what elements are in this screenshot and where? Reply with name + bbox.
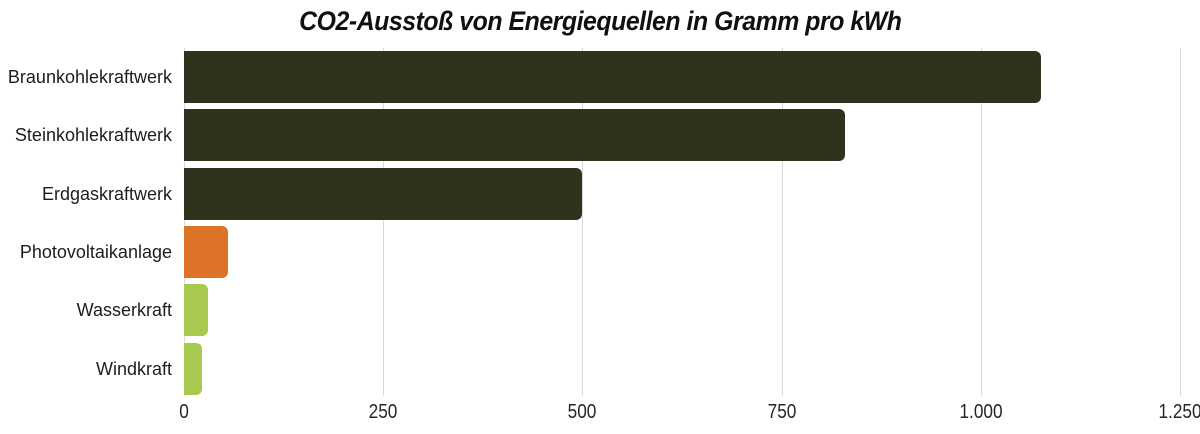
gridline-x-500 [582,48,584,396]
gridline-x-0 [184,48,185,396]
y-axis-label: Steinkohlekraftwerk [14,125,172,146]
bar-wasserkraft [184,284,208,337]
gridline-x-750 [781,48,783,396]
y-axis-label: Erdgaskraftwerk [41,183,172,204]
gridline-x-250 [383,48,385,396]
bar-braunkohlekraftwerk [184,51,1041,103]
chart-title: CO2-Ausstoß von Energiequellen in Gramm … [0,6,1200,37]
x-tick-label: 500 [568,401,597,423]
x-axis-labels: 0 250 500 750 1.000 1.250 [179,401,1200,429]
bar-photovoltaikanlage [184,225,228,278]
y-axis-label: Windkraft [95,358,172,379]
y-axis-labels: Braunkohlekraftwerk Steinkohlekraftwerk Er… [0,48,172,396]
y-axis-label: Wasserkraft [76,300,172,321]
x-tick-label: 250 [368,401,398,423]
bar-steinkohlekraftwerk [184,109,846,162]
bar-windkraft [184,342,203,395]
bar-erdgaskraftwerk [184,167,583,220]
chart-title-text: CO2-Ausstoß von Energiequellen in Gramm … [298,6,902,36]
x-tick-label: 750 [767,401,796,423]
x-tick-label: 1.250 [1158,401,1200,423]
gridline-x-1250 [1180,48,1181,396]
y-axis-label: Braunkohlekraftwerk [7,67,172,87]
x-tick-label: 0 [179,401,189,423]
y-axis-label: Photovoltaikanlage [19,241,172,262]
plot-area [184,48,1181,396]
x-tick-label: 1.000 [959,401,1003,423]
gridline-x-1000 [980,48,982,396]
